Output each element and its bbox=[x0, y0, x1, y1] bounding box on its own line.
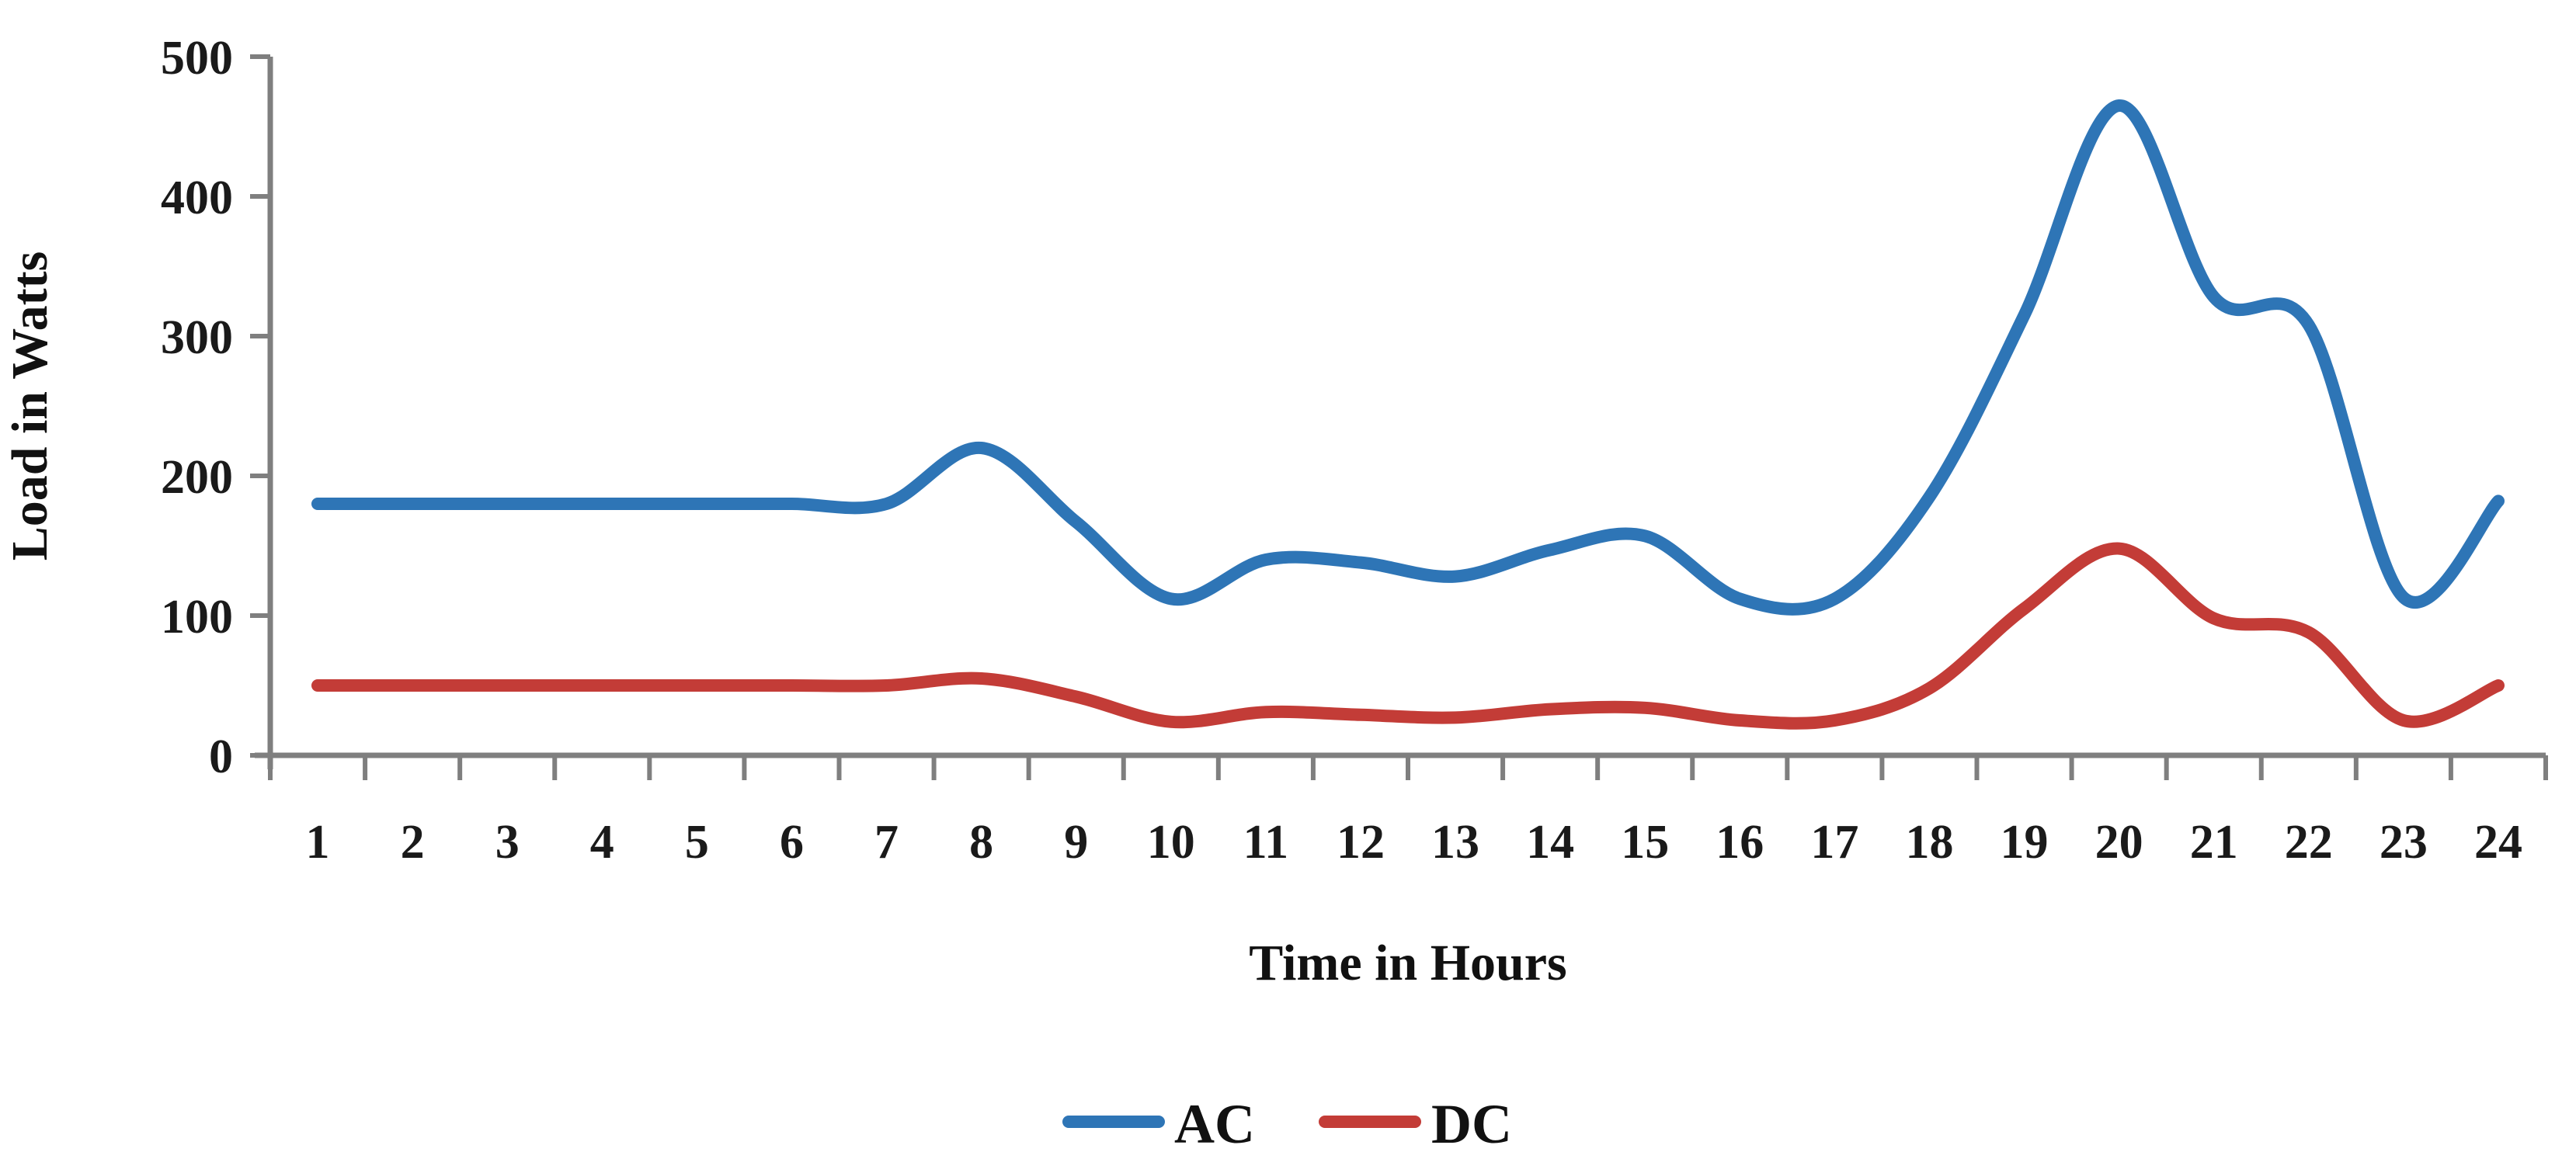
x-tick-label: 14 bbox=[1526, 816, 1574, 869]
y-tick-label: 100 bbox=[161, 591, 233, 644]
x-tick-label: 17 bbox=[1810, 816, 1858, 869]
x-tick-label: 8 bbox=[969, 816, 993, 869]
x-tick-label: 21 bbox=[2190, 816, 2238, 869]
y-tick-label: 0 bbox=[209, 730, 233, 783]
x-tick-label: 3 bbox=[495, 816, 520, 869]
x-tick-label: 9 bbox=[1064, 816, 1088, 869]
legend-label-dc: DC bbox=[1431, 1093, 1512, 1155]
x-tick-label: 19 bbox=[2001, 816, 2049, 869]
x-tick-label: 10 bbox=[1147, 816, 1195, 869]
x-tick-label: 18 bbox=[1905, 816, 1953, 869]
y-tick-label: 200 bbox=[161, 451, 233, 504]
legend-swatch-dc bbox=[1319, 1116, 1421, 1128]
x-tick-label: 22 bbox=[2285, 816, 2333, 869]
y-tick-label: 500 bbox=[161, 32, 233, 85]
y-tick-label: 300 bbox=[161, 311, 233, 364]
x-tick-label: 24 bbox=[2474, 816, 2522, 869]
x-tick-label: 2 bbox=[401, 816, 425, 869]
x-tick-label: 20 bbox=[2095, 816, 2143, 869]
y-axis-title: Load in Watts bbox=[2, 252, 58, 561]
x-tick-label: 23 bbox=[2380, 816, 2428, 869]
x-tick-label: 12 bbox=[1337, 816, 1385, 869]
legend: AC DC bbox=[1062, 1093, 1512, 1155]
y-tick-label: 400 bbox=[161, 172, 233, 224]
legend-swatch-ac bbox=[1062, 1116, 1165, 1128]
x-tick-label: 7 bbox=[874, 816, 899, 869]
ac-line bbox=[311, 99, 2505, 616]
series-lines bbox=[311, 99, 2505, 730]
x-tick-label: 11 bbox=[1243, 816, 1289, 869]
x-tick-label: 5 bbox=[685, 816, 709, 869]
dc-line bbox=[311, 542, 2505, 730]
x-tick-label: 15 bbox=[1621, 816, 1669, 869]
legend-label-ac: AC bbox=[1174, 1093, 1255, 1155]
x-tick-label: 16 bbox=[1716, 816, 1764, 869]
x-tick-label: 4 bbox=[590, 816, 614, 869]
x-tick-label: 13 bbox=[1431, 816, 1479, 869]
x-axis-title: Time in Hours bbox=[1249, 935, 1567, 991]
x-tick-label: 1 bbox=[306, 816, 330, 869]
x-tick-label: 6 bbox=[780, 816, 804, 869]
